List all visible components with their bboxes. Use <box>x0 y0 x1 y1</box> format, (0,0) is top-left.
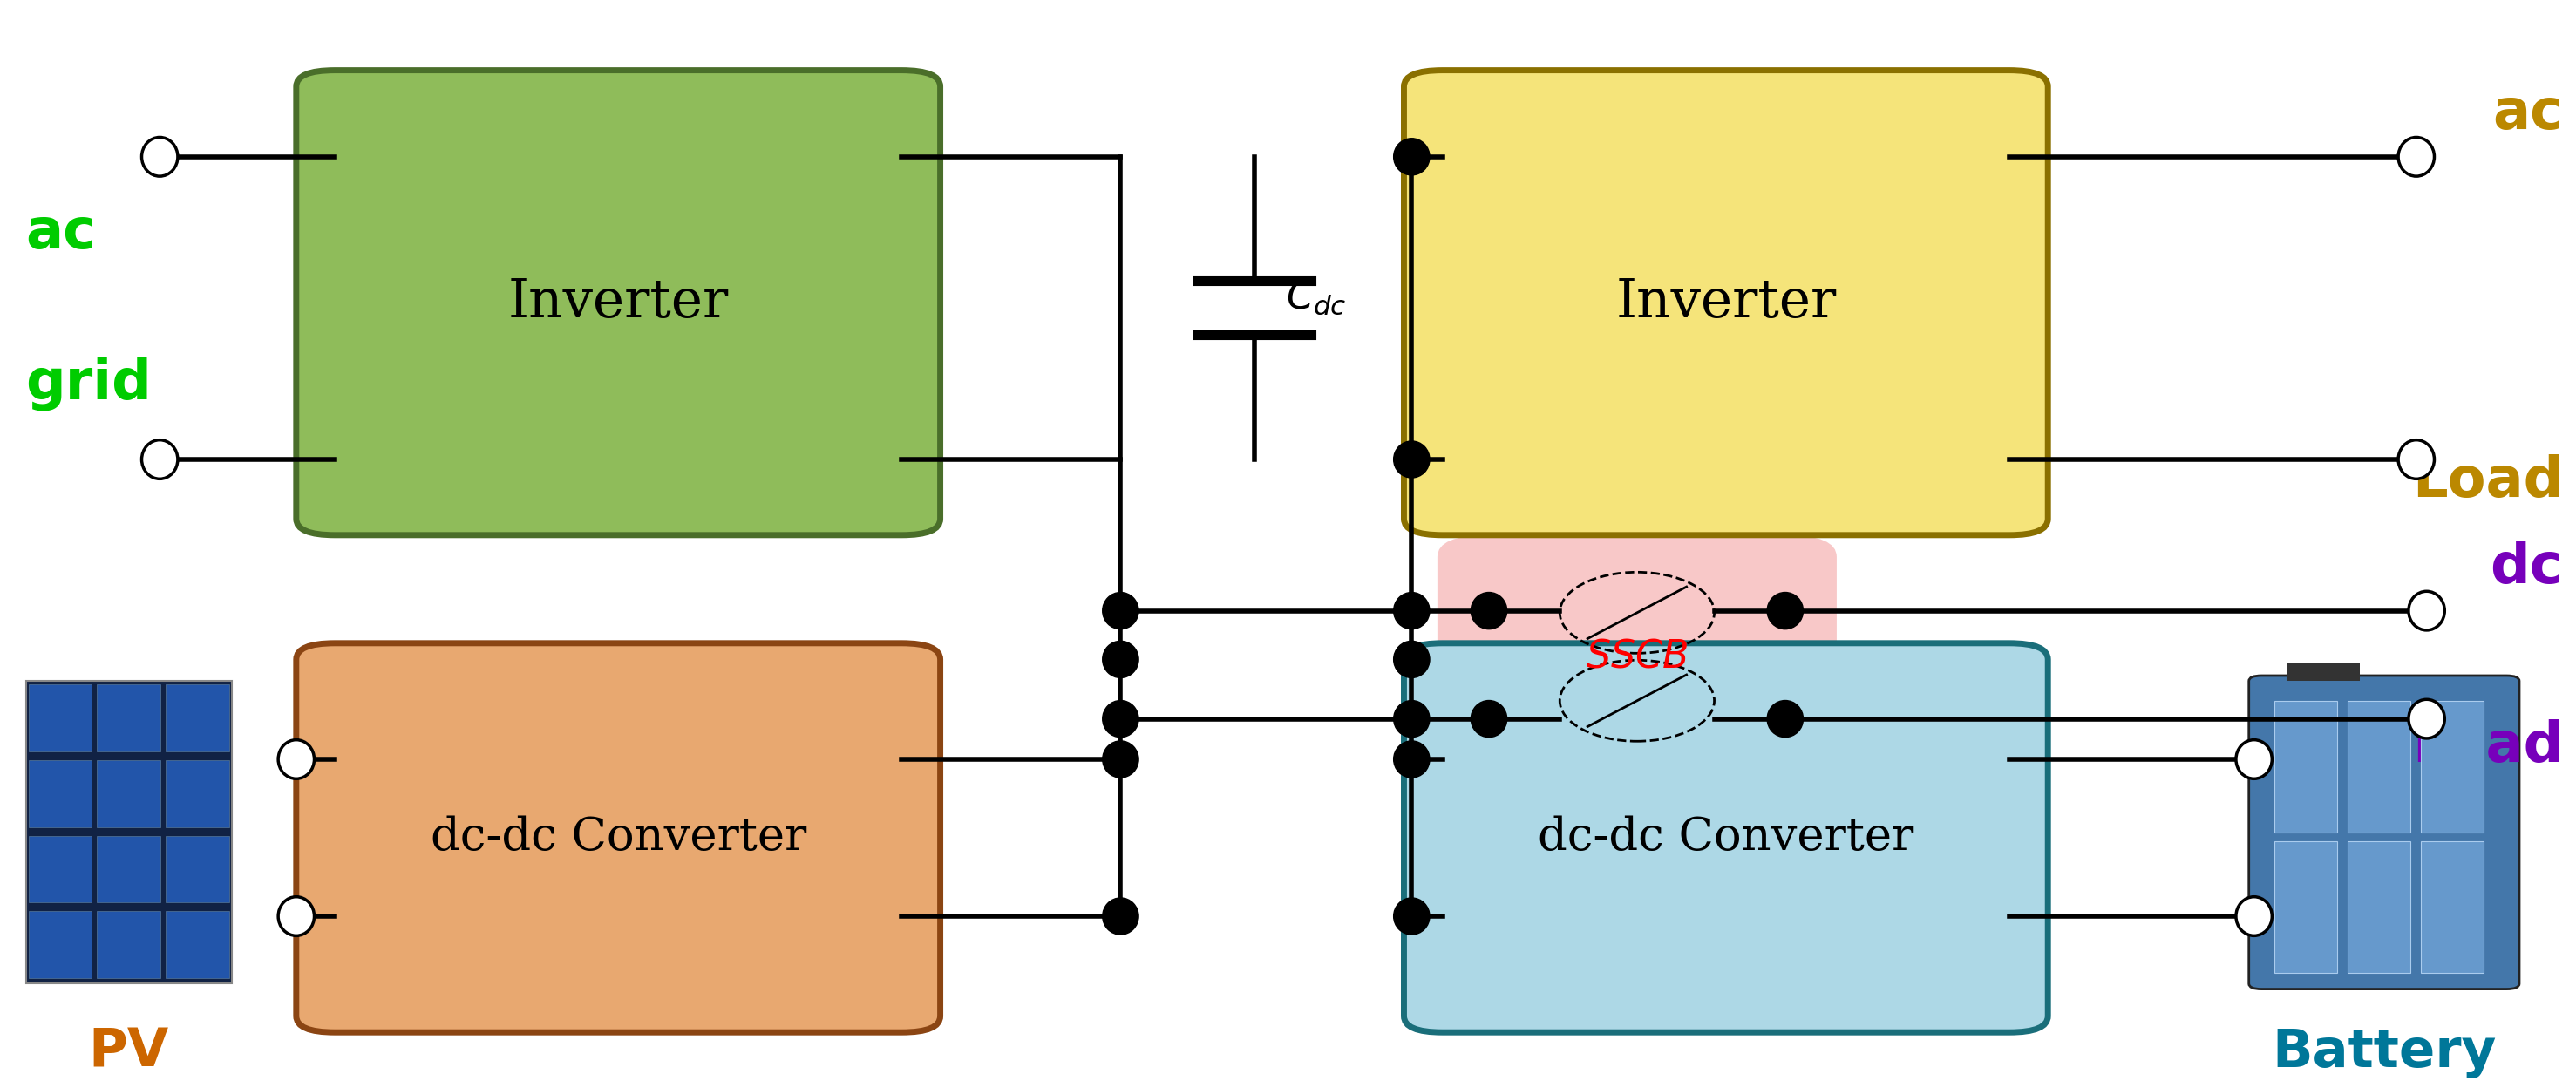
Ellipse shape <box>2409 699 2445 738</box>
Ellipse shape <box>1394 740 1430 777</box>
FancyBboxPatch shape <box>165 684 229 751</box>
FancyBboxPatch shape <box>2249 676 2519 989</box>
Ellipse shape <box>2409 591 2445 630</box>
Ellipse shape <box>1767 700 1803 737</box>
Ellipse shape <box>1103 641 1139 678</box>
Ellipse shape <box>1394 441 1430 478</box>
Ellipse shape <box>1103 700 1139 737</box>
Text: dc-dc Converter: dc-dc Converter <box>430 815 806 860</box>
Text: ac: ac <box>26 205 95 259</box>
FancyBboxPatch shape <box>28 836 93 903</box>
Text: ac: ac <box>2494 86 2563 141</box>
Text: $SSCB$: $SSCB$ <box>1587 638 1687 676</box>
FancyBboxPatch shape <box>296 70 940 535</box>
Ellipse shape <box>1471 592 1507 629</box>
Ellipse shape <box>2236 739 2272 778</box>
Ellipse shape <box>1394 641 1430 678</box>
FancyBboxPatch shape <box>2347 700 2411 832</box>
FancyBboxPatch shape <box>28 911 93 978</box>
Text: dc: dc <box>2491 540 2563 595</box>
Text: Load: Load <box>2411 454 2563 508</box>
FancyBboxPatch shape <box>296 643 940 1032</box>
Ellipse shape <box>142 440 178 479</box>
Text: Inverter: Inverter <box>507 277 729 329</box>
FancyBboxPatch shape <box>165 911 229 978</box>
Text: grid: grid <box>26 357 152 411</box>
Ellipse shape <box>1103 898 1139 935</box>
Ellipse shape <box>1471 700 1507 737</box>
FancyBboxPatch shape <box>98 911 160 978</box>
FancyBboxPatch shape <box>98 760 160 827</box>
FancyBboxPatch shape <box>1404 643 2048 1032</box>
Text: $C_{dc}$: $C_{dc}$ <box>1285 278 1347 317</box>
Text: dc-dc Converter: dc-dc Converter <box>1538 815 1914 860</box>
Text: Load: Load <box>2411 719 2563 773</box>
FancyBboxPatch shape <box>2275 700 2336 832</box>
FancyBboxPatch shape <box>2275 841 2336 973</box>
Ellipse shape <box>1103 740 1139 777</box>
Ellipse shape <box>1767 592 1803 629</box>
FancyBboxPatch shape <box>98 684 160 751</box>
FancyBboxPatch shape <box>2421 841 2483 973</box>
FancyBboxPatch shape <box>2347 841 2411 973</box>
FancyBboxPatch shape <box>2287 663 2360 681</box>
FancyBboxPatch shape <box>2421 700 2483 832</box>
Text: Battery: Battery <box>2272 1027 2496 1079</box>
Ellipse shape <box>1394 700 1430 737</box>
FancyBboxPatch shape <box>165 836 229 903</box>
Ellipse shape <box>142 137 178 176</box>
FancyBboxPatch shape <box>1437 535 1837 778</box>
Ellipse shape <box>1103 592 1139 629</box>
FancyBboxPatch shape <box>165 760 229 827</box>
Ellipse shape <box>1394 898 1430 935</box>
Ellipse shape <box>2398 440 2434 479</box>
Ellipse shape <box>2398 137 2434 176</box>
FancyBboxPatch shape <box>1404 70 2048 535</box>
Ellipse shape <box>278 739 314 778</box>
FancyBboxPatch shape <box>28 760 93 827</box>
Ellipse shape <box>278 897 314 936</box>
Ellipse shape <box>2236 897 2272 936</box>
Ellipse shape <box>1394 138 1430 175</box>
Text: Inverter: Inverter <box>1615 277 1837 329</box>
FancyBboxPatch shape <box>28 684 93 751</box>
FancyBboxPatch shape <box>26 681 232 984</box>
FancyBboxPatch shape <box>98 836 160 903</box>
Text: PV: PV <box>88 1027 170 1079</box>
Ellipse shape <box>1394 592 1430 629</box>
